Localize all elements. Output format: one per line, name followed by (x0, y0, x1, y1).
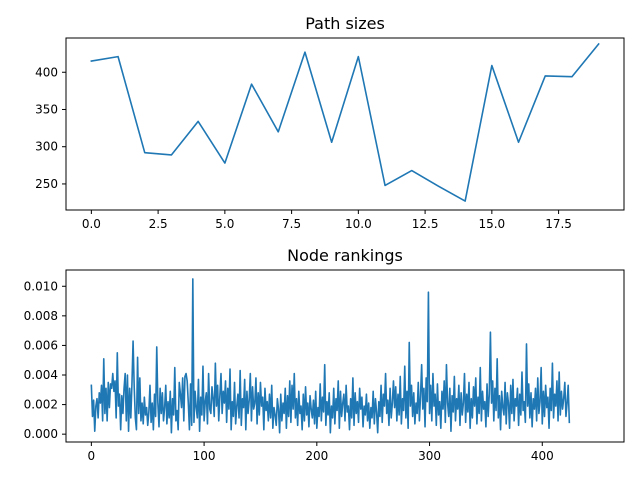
path-sizes-y-tick-label: 300 (35, 140, 58, 154)
node-rankings-y-tick-label: 0.006 (24, 338, 58, 352)
node-rankings-x-tick-label: 200 (305, 449, 328, 463)
path-sizes-x-tick-label: 7.5 (282, 217, 301, 231)
path-sizes-panel: Path sizes 0.0 2.5 5.0 7.5 10.0 12.5 15.0 17.5 25… (35, 14, 625, 231)
node-rankings-x-tick-label: 0 (88, 449, 96, 463)
node-rankings-y-tick-label: 0.000 (24, 427, 58, 441)
node-rankings-x-tick-label: 300 (418, 449, 441, 463)
node-rankings-y-tick-label: 0.010 (24, 279, 58, 293)
path-sizes-x-tick-label: 2.5 (149, 217, 168, 231)
node-rankings-title: Node rankings (287, 246, 403, 265)
path-sizes-axes-frame (65, 37, 625, 211)
node-rankings-y-tick-label: 0.002 (24, 398, 58, 412)
node-rankings-series-line (90, 278, 571, 434)
node-rankings-y-tick-label: 0.008 (24, 309, 58, 323)
node-rankings-x-tick-label: 400 (531, 449, 554, 463)
path-sizes-y-tick-label: 350 (35, 102, 58, 116)
node-rankings-panel: Node rankings 0 100 200 300 400 0.000 0.002 0.00… (24, 246, 625, 463)
path-sizes-y-tick-label: 400 (35, 65, 58, 79)
node-rankings-x-tick-label: 100 (193, 449, 216, 463)
path-sizes-x-tick-label: 5.0 (215, 217, 234, 231)
path-sizes-x-tick-label: 15.0 (478, 217, 505, 231)
path-sizes-y-tick-label: 250 (35, 177, 58, 191)
path-sizes-title: Path sizes (305, 14, 385, 33)
node-rankings-y-tick-label: 0.004 (24, 368, 58, 382)
path-sizes-x-tick-label: 0.0 (82, 217, 101, 231)
path-sizes-x-tick-label: 17.5 (545, 217, 572, 231)
node-rankings-axes-frame (65, 269, 625, 443)
path-sizes-series-line (90, 42, 600, 202)
path-sizes-x-tick-label: 10.0 (345, 217, 372, 231)
path-sizes-x-tick-label: 12.5 (412, 217, 439, 231)
